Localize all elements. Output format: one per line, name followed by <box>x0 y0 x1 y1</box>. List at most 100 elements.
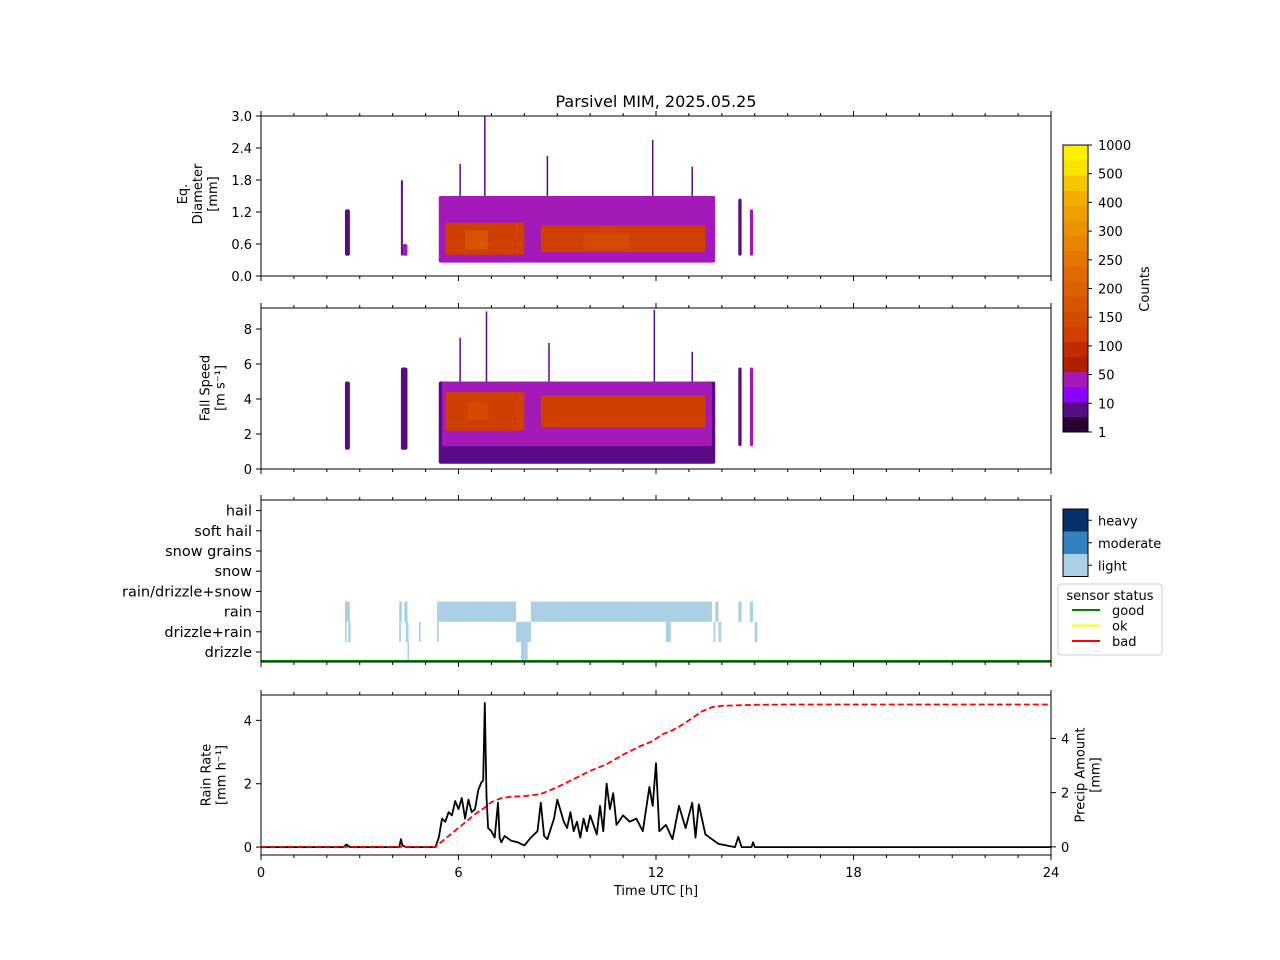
precip-type-cell <box>404 601 408 622</box>
colorbar-segment <box>1063 235 1088 252</box>
rain-rate-y-tick-label: 2 <box>244 778 252 793</box>
intensity-swatch <box>1063 554 1088 577</box>
rain-rate-ylabel-line: Rain Rate <box>200 744 215 807</box>
heatmap-cell <box>738 367 742 447</box>
fall-speed-ylabel-line: [m s⁻¹] <box>214 365 229 411</box>
colorbar-segment <box>1063 296 1088 312</box>
diameter-y-tick-label: 0.6 <box>231 238 252 253</box>
status-legend-box <box>1057 583 1163 656</box>
colorbar-tick-label: 250 <box>1098 254 1123 269</box>
fall-speed-ylabel: Fall Speed[m s⁻¹] <box>199 355 229 421</box>
fall-speed-ylabel-line: Fall Speed <box>199 355 214 421</box>
precip-type-panel: drizzle drizzle+rain rain rain/drizzle+snow… <box>122 495 1052 667</box>
x-tick-label: 18 <box>845 866 862 881</box>
colorbar-segment <box>1063 265 1088 282</box>
fall_speed-y-tick-label: 0 <box>244 463 252 478</box>
intensity-swatch <box>1063 509 1088 532</box>
intensity-label: light <box>1098 559 1127 574</box>
precip-amount-ylabel-line: Precip Amount <box>1074 728 1089 823</box>
status-legend-label: good <box>1112 604 1144 619</box>
heatmap-cell <box>400 367 408 450</box>
category-label: snow <box>215 564 253 580</box>
precip-type-cell <box>348 621 351 642</box>
x-tick-label: 24 <box>1043 866 1060 881</box>
heatmap-cell <box>465 230 489 250</box>
x-tick-label: 6 <box>454 866 462 881</box>
precip-type-cell <box>344 601 350 622</box>
intensity-frame <box>1062 508 1089 577</box>
precip-type-cell <box>713 621 716 642</box>
precip-type-cell <box>419 621 421 642</box>
diameter-y-tick-label: 0.0 <box>231 270 252 285</box>
category-label: drizzle+rain <box>164 625 252 641</box>
counts-colorbar: 1 10 50 100 150 200 250 300 400 500 1000 Counts <box>1062 139 1153 441</box>
diameter-y-tick-label: 1.2 <box>231 206 252 221</box>
status-legend-title: sensor status <box>1066 589 1153 604</box>
heatmap-cell <box>583 233 630 250</box>
status-legend-label: ok <box>1112 620 1128 635</box>
heatmap-cell <box>540 395 706 427</box>
diameter-ylabel-line: Eq. <box>176 184 191 205</box>
heatmap-cell <box>749 367 754 447</box>
fall_speed-y-tick-label: 2 <box>244 428 252 443</box>
rain-rate-y-tick-label: 4 <box>244 714 252 729</box>
precip-type-cell <box>738 601 742 622</box>
colorbar-tick-label: 300 <box>1098 225 1123 240</box>
diameter-ylabel: Eq.Diameter[mm] <box>176 163 221 224</box>
category-label: drizzle <box>205 645 252 661</box>
colorbar-tick-label: 50 <box>1098 369 1115 384</box>
category-label: hail <box>226 504 252 520</box>
intensity-label: heavy <box>1098 514 1138 529</box>
intensity-swatch <box>1063 531 1088 554</box>
figure-title: Parsivel MIM, 2025.05.25 <box>555 92 756 111</box>
category-label: snow grains <box>165 544 252 560</box>
colorbar-segment <box>1063 401 1088 418</box>
colorbar-segment <box>1063 356 1088 373</box>
fall-speed-panel: 0 2 4 6 8 Fall Speed[m s⁻¹] <box>199 303 1052 478</box>
colorbar-segment <box>1063 205 1088 222</box>
precip-amount-y-tick-label: 0 <box>1061 841 1069 856</box>
category-label: rain/drizzle+snow <box>122 584 252 600</box>
precip-type-cell <box>749 601 754 622</box>
colorbar-segment <box>1063 145 1088 161</box>
heatmap-cell <box>344 381 350 450</box>
axes-frame <box>260 499 1052 663</box>
colorbar-segment <box>1063 311 1088 327</box>
colorbar-tick-label: 200 <box>1098 283 1123 298</box>
colorbar-tick-label: 1000 <box>1098 139 1131 154</box>
heatmap-cell <box>400 180 403 256</box>
heatmap-cell <box>738 198 742 256</box>
intensity-legend: heavy moderate light <box>1062 508 1161 577</box>
colorbar-segment <box>1063 326 1088 342</box>
heatmap-cell <box>468 402 489 420</box>
precip-type-cell <box>407 642 410 663</box>
precip-type-cell <box>521 642 528 663</box>
colorbar-segment <box>1063 250 1088 267</box>
fall_speed-y-tick-label: 4 <box>244 393 252 408</box>
category-label: soft hail <box>194 524 252 540</box>
precip-type-cell <box>437 621 439 642</box>
precip-type-cell <box>405 621 409 642</box>
colorbar-segment <box>1063 416 1088 433</box>
rain-rate-ylabel: Rain Rate[mm h⁻¹] <box>200 744 230 807</box>
precip-amount-y-tick-label: 2 <box>1061 787 1069 802</box>
precip-type-cell <box>718 621 722 642</box>
colorbar-segment <box>1063 160 1088 176</box>
precip-type-cell <box>665 621 671 642</box>
x-tick-label: 0 <box>257 866 265 881</box>
colorbar-segment <box>1063 175 1088 191</box>
x-axis-label: Time UTC [h] <box>613 884 698 899</box>
precip-amount-ylabel-line: [mm] <box>1089 757 1104 792</box>
colorbar-segment <box>1063 386 1088 403</box>
precip-type-cell <box>399 621 401 642</box>
rain-rate-y-tick-label: 0 <box>244 841 252 856</box>
diameter-y-tick-label: 1.8 <box>231 174 252 189</box>
category-label: rain <box>224 605 252 621</box>
precip-type-cell <box>530 601 712 622</box>
precip-amount-y-tick-label: 4 <box>1061 732 1069 747</box>
precip-type-cell <box>715 601 719 622</box>
heatmap-cell <box>402 244 408 256</box>
